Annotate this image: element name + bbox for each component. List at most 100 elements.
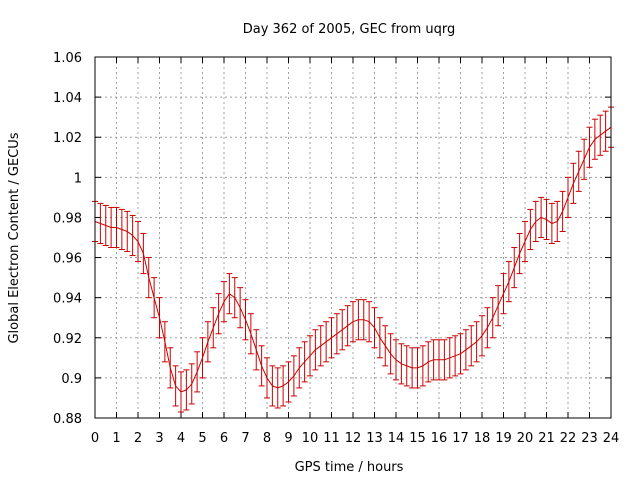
error-bar bbox=[188, 363, 195, 405]
error-bar bbox=[161, 321, 168, 363]
error-bar bbox=[269, 365, 276, 407]
error-bar bbox=[312, 329, 319, 371]
error-bar bbox=[387, 333, 394, 375]
error-bar bbox=[419, 345, 426, 387]
x-tick-label: 10 bbox=[302, 431, 319, 446]
y-tick-label: 0.96 bbox=[53, 252, 82, 267]
x-tick-label: 12 bbox=[345, 431, 362, 446]
error-bar bbox=[118, 208, 125, 251]
error-bar bbox=[393, 339, 399, 381]
error-bar bbox=[145, 257, 152, 299]
error-bar bbox=[339, 309, 346, 351]
x-tick-label: 11 bbox=[323, 431, 340, 446]
error-bar bbox=[527, 208, 534, 251]
error-bar bbox=[457, 333, 464, 375]
error-bar bbox=[215, 293, 222, 335]
error-bar bbox=[366, 301, 373, 343]
error-bar bbox=[371, 307, 378, 349]
error-bar bbox=[258, 345, 265, 387]
y-tick-label: 0.94 bbox=[53, 292, 82, 307]
error-bar bbox=[221, 281, 227, 323]
plot-frame bbox=[94, 56, 612, 419]
error-bar bbox=[183, 369, 190, 411]
error-bar bbox=[317, 325, 324, 367]
error-bar bbox=[403, 345, 410, 387]
y-tick-label: 0.98 bbox=[53, 211, 82, 226]
x-tick-label: 4 bbox=[177, 431, 185, 446]
error-bar bbox=[151, 277, 158, 319]
x-tick-label: 5 bbox=[198, 431, 206, 446]
error-bar bbox=[462, 329, 469, 371]
error-bar bbox=[264, 357, 270, 399]
error-bar bbox=[602, 110, 609, 152]
x-tick-label: 8 bbox=[263, 431, 271, 446]
grid-lines bbox=[95, 57, 611, 418]
error-bar bbox=[436, 339, 442, 381]
x-tick-label: 6 bbox=[220, 431, 228, 446]
error-bar bbox=[344, 305, 351, 347]
error-bar bbox=[296, 347, 303, 389]
error-bar bbox=[199, 337, 206, 379]
y-axis-ticks: 0.88 0.9 0.92 0.94 0.96 0.98 1 1.02 1.04 1.06 bbox=[53, 51, 611, 427]
x-tick-label: 15 bbox=[409, 431, 426, 446]
x-tick-label: 22 bbox=[560, 431, 577, 446]
error-bar bbox=[204, 321, 211, 363]
x-tick-label: 20 bbox=[517, 431, 534, 446]
error-bar bbox=[247, 313, 254, 355]
error-bar bbox=[172, 365, 179, 407]
error-bar bbox=[382, 325, 389, 367]
error-bar bbox=[511, 247, 518, 289]
error-bar bbox=[333, 313, 340, 355]
x-tick-label: 16 bbox=[431, 431, 448, 446]
error-bar bbox=[559, 190, 566, 232]
y-tick-label: 0.92 bbox=[53, 332, 82, 347]
error-bar bbox=[242, 299, 249, 341]
error-bar bbox=[124, 210, 131, 253]
y-tick-label: 1.02 bbox=[53, 131, 82, 146]
y-tick-label: 0.88 bbox=[53, 412, 82, 427]
x-tick-label: 23 bbox=[581, 431, 598, 446]
error-bar bbox=[446, 337, 453, 379]
error-bar bbox=[532, 200, 539, 243]
x-tick-label: 19 bbox=[495, 431, 512, 446]
error-bar bbox=[505, 261, 512, 303]
error-bar bbox=[290, 355, 297, 397]
error-bar bbox=[280, 365, 287, 407]
error-bar bbox=[167, 347, 174, 389]
error-bar bbox=[102, 204, 109, 247]
error-bar bbox=[398, 343, 405, 385]
y-tick-label: 0.9 bbox=[61, 372, 82, 387]
error-bar bbox=[538, 196, 545, 238]
error-bar bbox=[156, 297, 163, 339]
error-bar bbox=[129, 214, 136, 257]
x-tick-label: 21 bbox=[538, 431, 555, 446]
error-bar bbox=[597, 114, 604, 156]
error-bar bbox=[522, 220, 528, 263]
error-bar bbox=[430, 339, 437, 381]
y-tick-label: 1.04 bbox=[53, 91, 82, 106]
error-bar bbox=[591, 118, 598, 160]
error-bar bbox=[554, 200, 561, 243]
error-bar bbox=[575, 150, 582, 192]
x-tick-label: 18 bbox=[474, 431, 491, 446]
error-bar bbox=[301, 341, 308, 383]
error-bar bbox=[473, 321, 480, 363]
error-bar bbox=[495, 285, 502, 327]
error-bar bbox=[484, 307, 491, 349]
error-bar bbox=[113, 206, 120, 249]
error-bar bbox=[414, 347, 421, 389]
chart-title: Day 362 of 2005, GEC from uqrg bbox=[243, 22, 456, 37]
error-bar bbox=[468, 325, 475, 367]
x-tick-label: 0 bbox=[91, 431, 99, 446]
series-gec bbox=[92, 106, 614, 413]
x-axis-label: GPS time / hours bbox=[295, 460, 404, 475]
error-bar bbox=[274, 367, 281, 409]
error-bar bbox=[210, 307, 217, 349]
error-bar bbox=[376, 317, 383, 359]
error-bar bbox=[452, 335, 459, 377]
error-bar bbox=[581, 138, 588, 180]
y-tick-label: 1 bbox=[74, 171, 82, 186]
x-tick-label: 14 bbox=[388, 431, 405, 446]
error-bar bbox=[108, 206, 115, 249]
error-bar bbox=[479, 315, 485, 357]
